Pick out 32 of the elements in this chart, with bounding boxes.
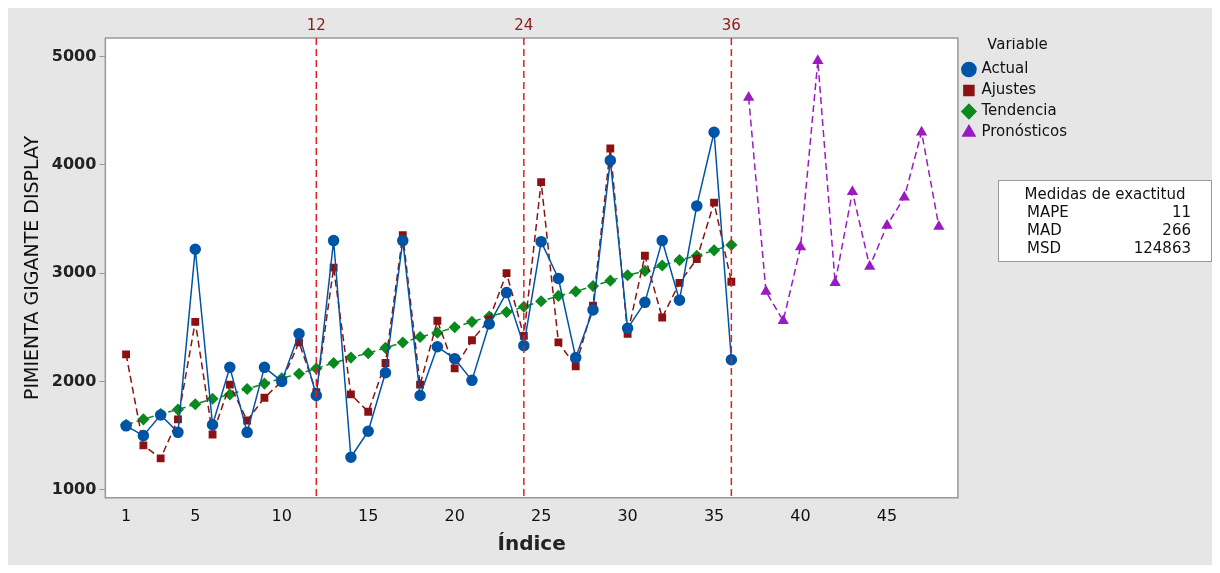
x-tick-label: 35: [703, 505, 725, 525]
y-tick-label: 3000: [51, 262, 97, 282]
legend-title: Variable: [987, 35, 1048, 54]
x-tick-label: 20: [444, 505, 465, 525]
x-tick-label: 45: [876, 505, 898, 525]
text: 266: [1162, 221, 1191, 239]
legend-label: Ajustes: [981, 80, 1037, 99]
text: Medidas de exactitud: [1023, 185, 1187, 203]
text: MAPE: [1027, 203, 1069, 221]
x-tick-label: 25: [530, 505, 552, 525]
ref-line-label: 24: [514, 16, 534, 35]
text: MSD: [1027, 239, 1062, 257]
x-tick-label: 1: [120, 505, 132, 525]
text: 124863: [1133, 239, 1191, 257]
legend-label: Tendencia: [980, 101, 1057, 120]
text: MAD: [1027, 221, 1062, 239]
legend-label: Actual: [981, 59, 1029, 78]
x-tick-label: 10: [271, 505, 292, 525]
ref-line-label: 36: [721, 16, 741, 35]
x-tick-label: 30: [617, 505, 638, 525]
legend-label: Pronósticos: [981, 122, 1068, 141]
text: 11: [1171, 203, 1191, 221]
y-tick-label: 1000: [51, 478, 97, 498]
y-tick-label: 5000: [51, 45, 97, 65]
y-tick-label: 4000: [51, 153, 97, 173]
y-tick-label: 2000: [51, 370, 97, 390]
x-tick-label: 5: [190, 505, 201, 525]
ref-line-label: 12: [306, 16, 326, 35]
x-tick-label: 40: [790, 505, 811, 525]
x-axis-title: Índice: [497, 531, 566, 556]
y-axis-title: PIMIENTA GIGANTE DISPLAY: [20, 135, 43, 401]
x-tick-label: 15: [358, 505, 379, 525]
